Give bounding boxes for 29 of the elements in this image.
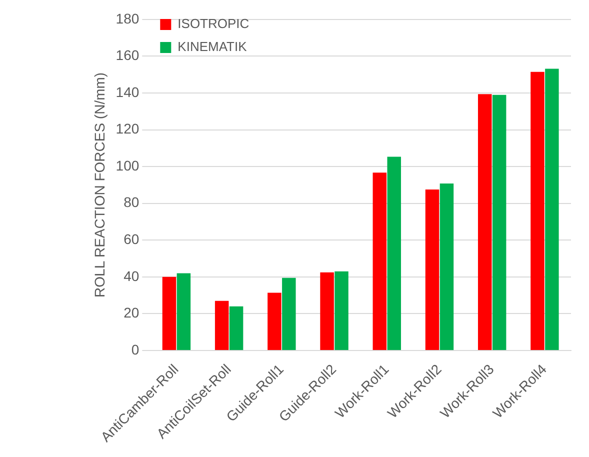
y-tick-label: 80: [124, 194, 140, 210]
y-tick-label: 120: [116, 120, 140, 137]
y-tick-label: 180: [116, 10, 140, 26]
y-tick-label: 40: [124, 268, 140, 284]
bar: [425, 190, 440, 350]
y-tick-label: 0: [131, 341, 140, 358]
bar: [545, 68, 559, 350]
y-tick-label: 140: [116, 84, 140, 100]
bar: [334, 271, 348, 350]
bar: [268, 292, 282, 350]
bar: [282, 278, 296, 350]
bar: [387, 156, 401, 350]
bar: [372, 172, 387, 350]
bar: [492, 94, 506, 350]
bar: [162, 276, 176, 350]
legend-label: ISOTROPIC: [178, 16, 250, 32]
y-tick-label: 60: [124, 230, 140, 247]
bar: [320, 272, 334, 350]
bar: [176, 273, 191, 350]
y-tick-label: 20: [124, 304, 140, 321]
bar: [229, 306, 244, 350]
bar: [440, 183, 454, 350]
legend-label: KINEMATIK: [178, 39, 248, 54]
y-axis-title: ROLL REACTION FORCES (N/mm): [91, 72, 108, 298]
y-tick-label: 100: [116, 157, 140, 174]
bar: [478, 94, 492, 350]
bar: [530, 72, 544, 350]
y-tick-label: 160: [116, 47, 140, 64]
bar: [214, 300, 229, 350]
